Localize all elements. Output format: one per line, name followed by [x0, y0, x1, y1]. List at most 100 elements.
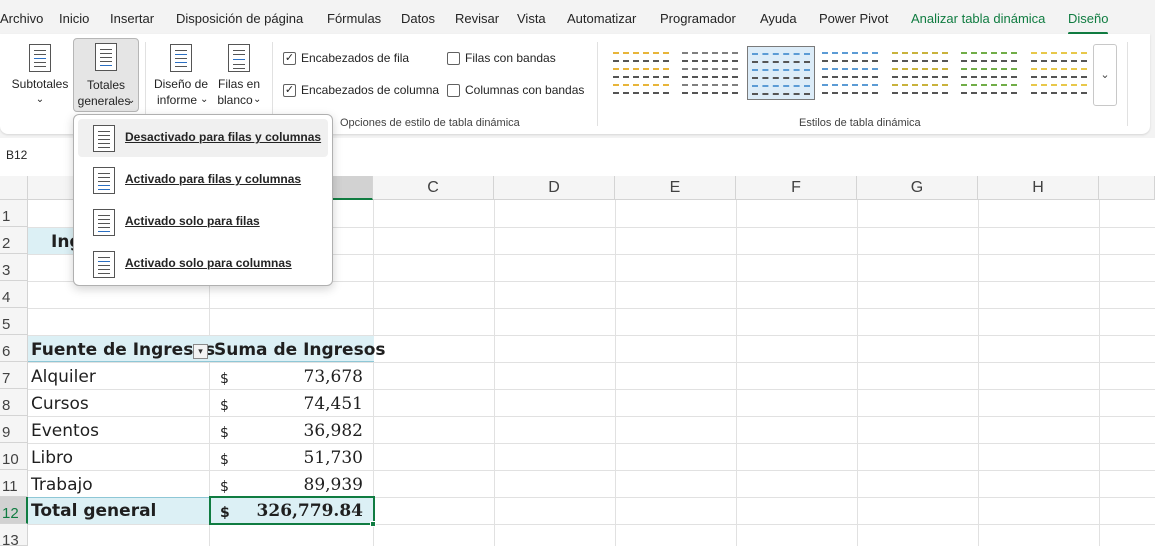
gridline [28, 416, 1155, 417]
tab-vista[interactable]: Vista [517, 11, 546, 26]
totales-generales-icon [95, 43, 117, 71]
menu-item-activado-filas[interactable]: Activado solo para filas [78, 203, 328, 241]
pivot-row-value[interactable]: 51,730 [303, 448, 363, 468]
tab-formulas[interactable]: Fórmulas [327, 11, 382, 26]
tab-inicio[interactable]: Inicio [59, 11, 90, 26]
column-header-i[interactable] [1099, 176, 1155, 200]
filas-en-blanco-button[interactable]: Filas en blanco ⌄ [213, 40, 265, 112]
tab-revisar[interactable]: Revisar [455, 11, 500, 26]
tab-programador[interactable]: Programador [660, 11, 736, 26]
menu-item-activado-columnas[interactable]: Activado solo para columnas [78, 245, 328, 283]
gridline [209, 200, 210, 546]
row-header-13[interactable]: 13 [0, 524, 28, 546]
pivot-row-value[interactable]: 36,982 [303, 421, 363, 441]
pivot-style-olive[interactable] [888, 46, 952, 100]
pivot-total-row [28, 497, 374, 524]
gridline [28, 524, 1155, 525]
pivot-total-value[interactable]: 326,779.84 [256, 501, 363, 521]
pivot-style-light-blue[interactable] [818, 46, 882, 100]
column-header-h[interactable]: H [978, 176, 1099, 200]
column-header-e[interactable]: E [615, 176, 736, 200]
checkbox-checked-icon: ✓ [283, 52, 296, 65]
tab-insertar[interactable]: Insertar [110, 11, 155, 26]
active-cell-border [209, 496, 375, 525]
row-header-1[interactable]: 1 [0, 200, 28, 227]
pivot-row-label[interactable]: Eventos [31, 421, 99, 441]
row-header-5[interactable]: 5 [0, 308, 28, 335]
ribbon-separator [597, 42, 598, 126]
pivot-style-gold[interactable] [1027, 46, 1091, 100]
filter-dropdown-icon[interactable]: ▾ [193, 344, 208, 359]
pivot-style-green[interactable] [957, 46, 1021, 100]
gridline [28, 227, 1155, 228]
grand-totals-rows-icon [93, 209, 115, 236]
diseno-informe-label-1: Diseño de [153, 77, 209, 91]
tab-automatizar[interactable]: Automatizar [567, 11, 637, 26]
tab-datos[interactable]: Datos [401, 11, 435, 26]
pivot-row-value[interactable]: 73,678 [303, 367, 363, 387]
totales-label-1: Totales [86, 78, 126, 92]
tab-ayuda[interactable]: Ayuda [760, 11, 797, 26]
menu-item-label: Activado solo para filas [125, 214, 260, 228]
pivot-row-label[interactable]: Cursos [31, 394, 89, 414]
diseno-informe-button[interactable]: Diseño de informe ⌄ [151, 40, 211, 112]
active-tab-indicator [1068, 32, 1108, 35]
gridline [373, 200, 374, 546]
filas-bandas-label: Filas con bandas [465, 51, 556, 65]
gridline [1099, 200, 1100, 546]
tab-disposicion[interactable]: Disposición de página [176, 11, 304, 26]
pivot-row-label[interactable]: Alquiler [31, 367, 96, 387]
pivot-style-gray[interactable] [678, 46, 742, 100]
tab-power-pivot[interactable]: Power Pivot [819, 11, 889, 26]
tab-analizar-tabla-dinamica[interactable]: Analizar tabla dinámica [911, 11, 1046, 26]
encabezados-fila-label: Encabezados de fila [301, 51, 410, 65]
currency-symbol: $ [220, 505, 230, 521]
pivot-row-value[interactable]: 74,451 [303, 394, 363, 414]
row-header-2[interactable]: 2 [0, 227, 28, 254]
name-box[interactable]: B12 [6, 148, 28, 162]
ribbon-separator [272, 42, 273, 126]
row-header-11[interactable]: 11 [0, 470, 28, 497]
subtotales-button[interactable]: Subtotales ⌄ [8, 40, 72, 112]
ribbon-separator [1127, 42, 1128, 126]
chevron-down-icon: ⌄ [127, 95, 136, 106]
row-header-6[interactable]: 6 [0, 335, 28, 362]
filas-en-blanco-icon [228, 44, 250, 72]
column-header-g[interactable]: G [857, 176, 978, 200]
pivot-style-light-yellow[interactable] [609, 46, 673, 100]
title-cell-fill [28, 228, 76, 254]
gridline [736, 200, 737, 546]
gallery-more-button[interactable]: ⌄ [1093, 44, 1117, 106]
menu-item-activado-filas-columnas[interactable]: Activado para filas y columnas [78, 161, 328, 199]
row-header-12[interactable]: 12 [0, 497, 28, 524]
column-header-d[interactable]: D [494, 176, 615, 200]
pivot-header-fuente[interactable]: Fuente de Ingresos [31, 340, 216, 360]
filas-en-blanco-label-2: blanco [217, 93, 253, 107]
row-header-4[interactable]: 4 [0, 281, 28, 308]
tab-diseno[interactable]: Diseño [1068, 11, 1109, 26]
grand-totals-off-icon [93, 125, 115, 152]
select-all-corner[interactable] [0, 176, 28, 200]
pivot-style-blue-selected[interactable] [747, 46, 815, 100]
pivot-row-label[interactable]: Libro [31, 448, 74, 468]
pivot-row-label[interactable]: Trabajo [31, 475, 93, 495]
pivot-header-suma[interactable]: Suma de Ingresos [214, 340, 386, 360]
row-header-3[interactable]: 3 [0, 254, 28, 281]
gridline [494, 200, 495, 546]
row-header-9[interactable]: 9 [0, 416, 28, 443]
gridline [857, 200, 858, 546]
fill-handle[interactable] [370, 521, 376, 527]
diseno-informe-icon [170, 44, 192, 72]
tab-archivo[interactable]: Archivo [0, 11, 44, 26]
column-header-f[interactable]: F [736, 176, 857, 200]
row-header-8[interactable]: 8 [0, 389, 28, 416]
group-label-estilos: Estilos de tabla dinámica [799, 117, 921, 129]
row-header-7[interactable]: 7 [0, 362, 28, 389]
menu-item-desactivado[interactable]: Desactivado para filas y columnas [78, 119, 328, 157]
totales-generales-menu: Desactivado para filas y columnas Activa… [73, 114, 333, 286]
totales-generales-button[interactable]: Totales generales ⌄ [73, 38, 139, 112]
pivot-total-label[interactable]: Total general [31, 501, 157, 521]
pivot-row-value[interactable]: 89,939 [303, 475, 363, 495]
column-header-c[interactable]: C [373, 176, 494, 200]
row-header-10[interactable]: 10 [0, 443, 28, 470]
